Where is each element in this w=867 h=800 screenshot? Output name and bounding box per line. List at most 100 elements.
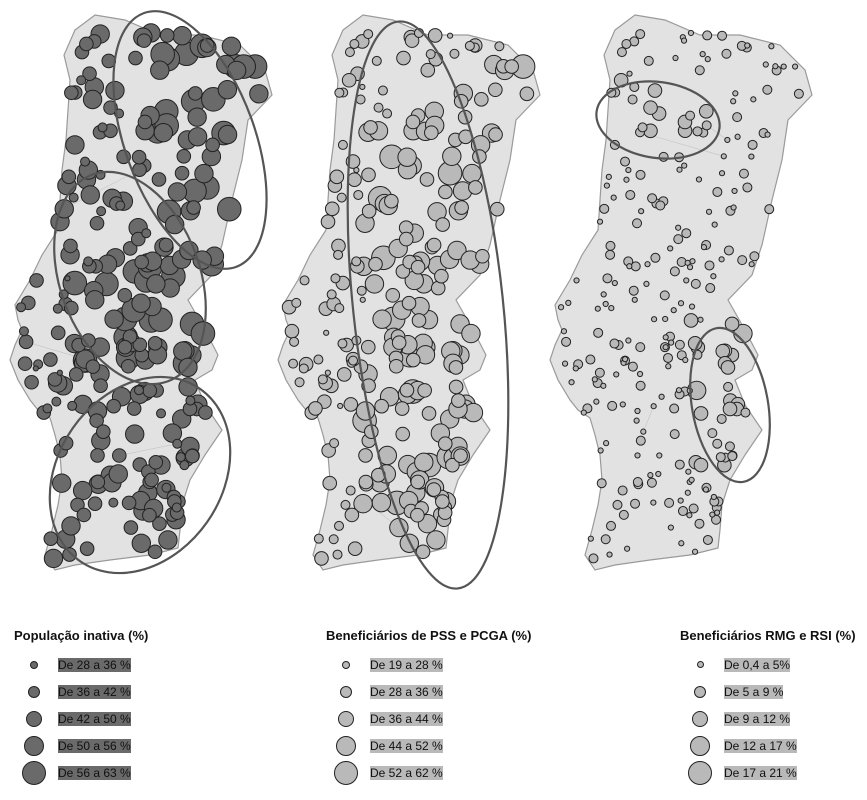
municipality-circle [324, 369, 331, 376]
municipality-circle [716, 413, 727, 424]
municipality-circle [628, 285, 639, 296]
municipality-circle [130, 231, 146, 247]
municipality-circle [681, 162, 688, 169]
municipality-circle [328, 534, 339, 545]
municipality-circle [625, 189, 636, 200]
highlight-ellipse [346, 20, 510, 590]
municipality-circle [669, 266, 680, 277]
municipality-circle [568, 379, 575, 386]
municipality-circle [449, 48, 460, 59]
municipality-circle [627, 361, 638, 372]
municipality-circle [83, 256, 94, 267]
municipality-circle [377, 85, 388, 96]
municipality-circle [417, 383, 432, 398]
municipality-circle [738, 168, 749, 179]
municipality-circle [162, 423, 183, 443]
municipality-circle [594, 305, 601, 312]
municipality-circle [674, 459, 685, 470]
municipality-circle [82, 89, 103, 110]
municipality-circle [712, 438, 723, 449]
municipality-circle [153, 122, 174, 143]
municipality-circle [158, 237, 174, 253]
municipality-circle [675, 224, 682, 231]
municipality-circle [97, 122, 108, 133]
municipality-circle [126, 401, 142, 416]
legend-pss-pcga: Beneficiários de PSS e PCGA (%) De 19 a … [326, 628, 531, 786]
municipality-circle [674, 339, 685, 350]
municipality-circle [591, 376, 598, 383]
municipality-circle [437, 436, 453, 452]
municipality-circle [699, 51, 706, 58]
municipality-circle [108, 464, 128, 484]
municipality-circle [411, 313, 427, 328]
municipality-circle [172, 26, 192, 46]
municipality-circle [658, 393, 665, 400]
municipality-circle [410, 474, 426, 490]
municipality-circle [722, 401, 738, 417]
legend-label: De 42 a 50 % [58, 711, 131, 726]
municipality-circle [644, 261, 651, 268]
municipality-circle [646, 477, 657, 488]
municipality-circle [618, 509, 629, 520]
municipality-circle [52, 303, 63, 314]
legend-class-4: De 12 a 17 % [680, 732, 856, 759]
municipality-circle [707, 428, 718, 439]
municipality-circle [330, 273, 341, 284]
highlight-ellipse [48, 375, 232, 575]
municipality-circle [643, 100, 658, 115]
municipality-circle [42, 403, 53, 414]
municipality-circle [333, 249, 344, 260]
municipality-circle [187, 127, 208, 147]
municipality-circle [317, 374, 328, 385]
municipality-circle [705, 283, 716, 294]
municipality-circle [594, 367, 605, 378]
municipality-circle [718, 170, 726, 177]
municipality-circle [489, 201, 505, 217]
municipality-circle [43, 531, 59, 546]
map-panel-pss-pcga [268, 0, 558, 600]
municipality-circle [667, 245, 674, 252]
municipality-circle [677, 497, 684, 504]
municipality-circle [668, 339, 675, 346]
proportional-circle-symbol [24, 735, 44, 756]
municipality-circle [64, 85, 79, 101]
municipality-circle [626, 263, 633, 270]
municipality-circle [638, 208, 645, 215]
municipality-circle [424, 125, 439, 140]
legend-label: De 0,4 a 5% [724, 657, 791, 672]
municipality-circle [51, 396, 62, 407]
municipality-circle [29, 273, 44, 288]
municipality-circle [158, 530, 178, 550]
municipality-circle [112, 448, 127, 463]
municipality-circle [96, 424, 111, 439]
legend-class-5: De 52 a 62 % [326, 759, 531, 786]
municipality-circle [677, 300, 685, 307]
municipality-circle [732, 112, 743, 123]
municipality-circle [106, 398, 121, 414]
municipality-circle [596, 478, 607, 489]
municipality-circle [67, 400, 78, 411]
municipality-circle [669, 429, 680, 440]
legend-class-4: De 44 a 52 % [326, 732, 531, 759]
municipality-circle [405, 114, 421, 130]
municipality-circle [662, 334, 669, 341]
municipality-circle [445, 457, 460, 473]
proportional-circle-symbol [696, 661, 704, 668]
municipality-circle [712, 186, 723, 197]
municipality-circle [446, 32, 454, 39]
municipality-circle [453, 448, 468, 463]
municipality-circle [336, 192, 347, 203]
municipality-circle [740, 407, 751, 418]
municipality-circle [488, 127, 503, 142]
municipality-circle [217, 80, 238, 100]
legend-label: De 5 a 9 % [724, 684, 784, 699]
municipality-circle [426, 530, 446, 550]
municipality-circle [194, 163, 214, 184]
municipality-circle [474, 92, 489, 107]
municipality-circle [64, 275, 71, 282]
municipality-circle [565, 299, 572, 306]
municipality-circle [617, 485, 628, 496]
municipality-circle [647, 193, 658, 204]
municipality-circle [334, 303, 345, 314]
municipality-circle [80, 156, 91, 167]
